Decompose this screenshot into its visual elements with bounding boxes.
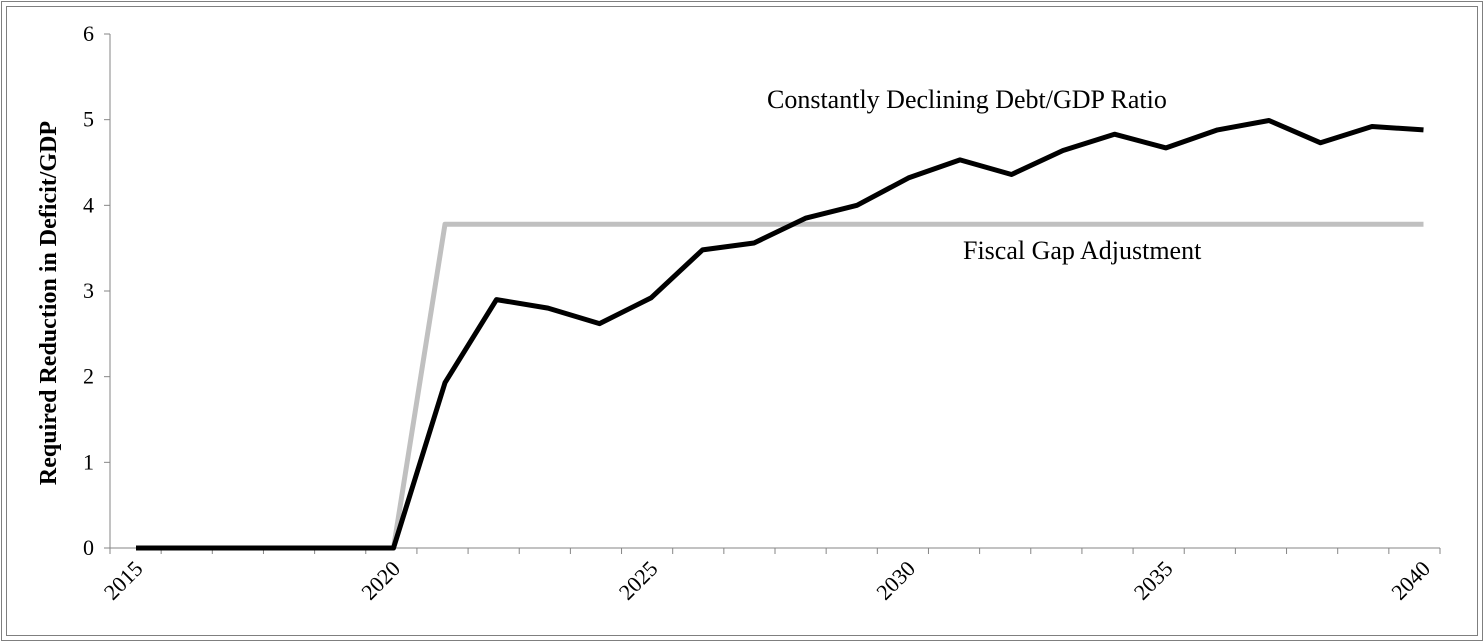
y-tick-label: 6 — [83, 21, 94, 46]
y-tick-label: 5 — [83, 107, 94, 132]
series-line-fiscal-gap-adjustment — [136, 221, 1424, 551]
y-tick-label: 1 — [83, 449, 94, 474]
y-tick-label: 0 — [83, 535, 94, 560]
x-tick-label: 2040 — [1386, 556, 1435, 605]
series-annotation: Constantly Declining Debt/GDP Ratio — [767, 85, 1167, 114]
x-tick-label: 2025 — [614, 556, 663, 605]
x-tick-label: 2035 — [1129, 556, 1178, 605]
y-tick-label: 2 — [83, 364, 94, 389]
y-axis-title: Required Reduction in Deficit/GDP — [36, 121, 62, 485]
series-layer — [136, 118, 1424, 551]
y-tick-label: 4 — [83, 192, 94, 217]
x-tick-label: 2015 — [99, 556, 148, 605]
x-tick-label: 2030 — [871, 556, 920, 605]
y-tick-label: 3 — [83, 278, 94, 303]
annotations: Constantly Declining Debt/GDP Ratio Fisca… — [767, 85, 1202, 265]
tick-labels: 0 1 2 3 4 5 6 2015 2020 2025 2030 2035 2040 Required … — [36, 21, 1435, 605]
series-line-constantly-declining-debt-gdp-ratio — [136, 118, 1424, 551]
series-annotation: Fiscal Gap Adjustment — [963, 236, 1202, 265]
chart-frame-inner — [6, 6, 1478, 636]
x-tick-label: 2020 — [356, 556, 405, 605]
